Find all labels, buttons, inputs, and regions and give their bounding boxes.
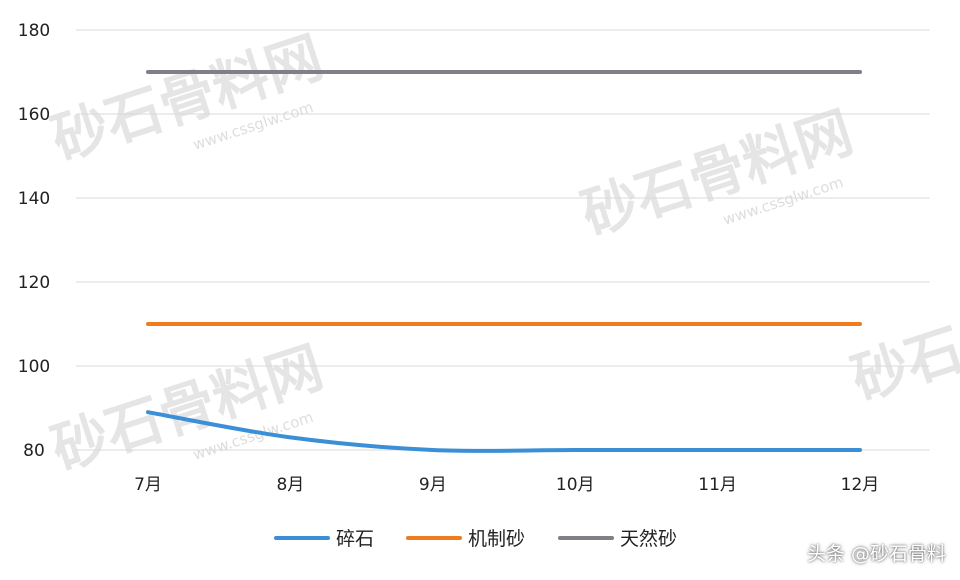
series-lines [146, 69, 862, 453]
y-axis-ticks: 80 100 120 140 160 180 [18, 21, 50, 461]
y-tick-label: 160 [18, 105, 50, 125]
watermark-logo: 砂石骨料网 [44, 335, 330, 483]
y-tick-label: 180 [18, 21, 50, 41]
x-tick-label: 10月 [556, 475, 595, 495]
x-tick-label: 12月 [841, 475, 880, 495]
legend-label: 碎石 [336, 528, 374, 550]
legend: 碎石 机制砂 天然砂 [274, 528, 677, 550]
credit-text: 头条 @砂石骨料 [806, 543, 946, 565]
x-axis-ticks: 7月 8月 9月 10月 11月 12月 [134, 475, 879, 495]
y-tick-label: 80 [23, 441, 45, 461]
x-tick-label: 11月 [698, 475, 737, 495]
y-tick-label: 120 [18, 273, 50, 293]
y-tick-label: 140 [18, 189, 50, 209]
watermark-logo: 砂石骨料网 [844, 265, 960, 413]
x-tick-label: 8月 [276, 475, 304, 495]
watermark-logo: 砂石骨料网 [44, 25, 330, 173]
series-line [146, 410, 862, 453]
watermark-logo: 砂石骨料网 [574, 100, 860, 248]
x-tick-label: 9月 [419, 475, 447, 495]
legend-label: 天然砂 [620, 528, 677, 550]
x-tick-label: 7月 [134, 475, 162, 495]
legend-label: 机制砂 [468, 528, 525, 550]
y-tick-label: 100 [18, 357, 50, 377]
